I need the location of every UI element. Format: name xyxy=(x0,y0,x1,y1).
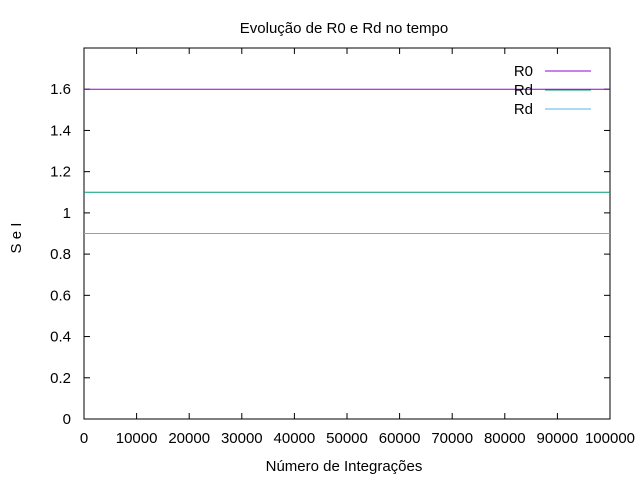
y-tick-label: 1 xyxy=(63,205,71,222)
y-axis: 0 0.2 0.4 0.6 0.8 1 1.2 1.4 1.6 xyxy=(50,81,610,428)
x-tick-label: 10000 xyxy=(116,430,158,447)
legend-label: Rd xyxy=(514,101,533,118)
chart-title: Evolução de R0 e Rd no tempo xyxy=(240,20,448,37)
x-tick-label: 0 xyxy=(80,430,88,447)
x-axis-label: Número de Integrações xyxy=(266,458,423,475)
x-tick-label: 50000 xyxy=(326,430,368,447)
y-tick-label: 0.8 xyxy=(50,246,71,263)
y-tick-label: 1.6 xyxy=(50,81,71,98)
x-tick-label: 70000 xyxy=(431,430,473,447)
y-tick-label: 0.4 xyxy=(50,329,71,346)
x-tick-label: 20000 xyxy=(168,430,210,447)
x-tick-label: 30000 xyxy=(221,430,263,447)
y-tick-label: 0.2 xyxy=(50,370,71,387)
x-tick-label: 80000 xyxy=(484,430,526,447)
x-tick-label: 60000 xyxy=(379,430,421,447)
legend-label: Rd xyxy=(514,82,533,99)
y-tick-label: 0.6 xyxy=(50,287,71,304)
y-tick-label: 1.2 xyxy=(50,164,71,181)
legend: R0 Rd Rd xyxy=(514,63,591,118)
x-tick-label: 90000 xyxy=(537,430,579,447)
series-lines xyxy=(84,88,610,234)
x-axis: 0 10000 20000 30000 40000 50000 60000 70000 8000… xyxy=(80,48,635,447)
y-tick-label: 0 xyxy=(63,411,71,428)
legend-label: R0 xyxy=(514,63,533,80)
x-tick-label: 100000 xyxy=(585,430,635,447)
y-tick-label: 1.4 xyxy=(50,122,71,139)
y-axis-label: S e I xyxy=(8,223,25,254)
x-tick-label: 40000 xyxy=(274,430,316,447)
